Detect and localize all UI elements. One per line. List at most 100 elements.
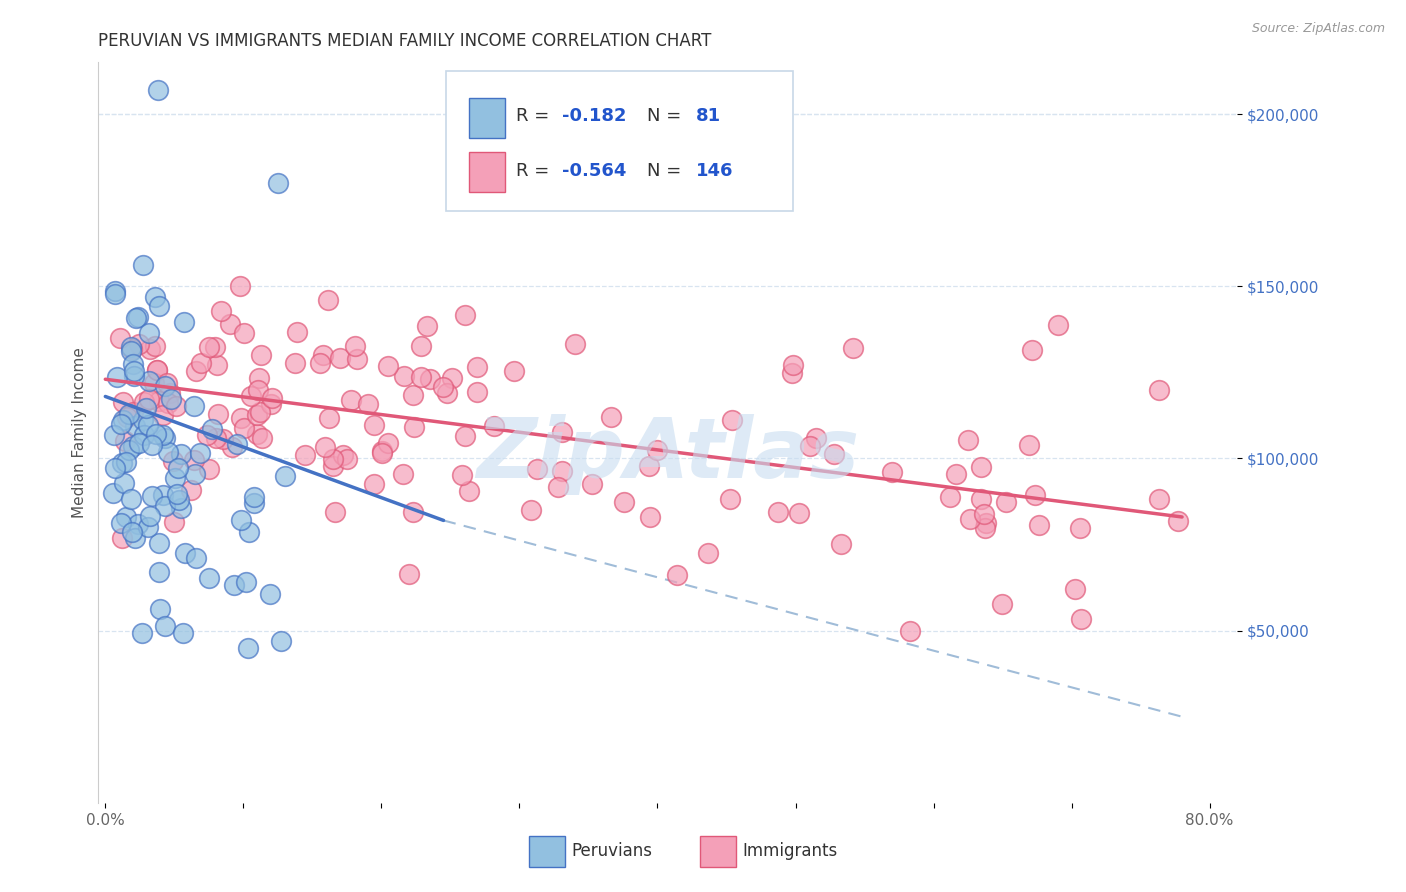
Point <box>766 505 789 519</box>
Point <box>697 546 720 560</box>
Point <box>149 602 172 616</box>
Point <box>1024 488 1046 502</box>
Point <box>212 432 235 446</box>
Point <box>842 341 865 355</box>
Point <box>398 567 420 582</box>
Point <box>503 364 526 378</box>
Point <box>370 444 392 458</box>
Point <box>170 500 193 515</box>
Point <box>110 417 132 432</box>
Point <box>262 391 284 405</box>
Text: ZipAtlas: ZipAtlas <box>477 414 859 495</box>
Point <box>110 516 132 531</box>
Point <box>318 410 340 425</box>
Point <box>718 492 741 507</box>
Point <box>198 571 221 585</box>
Point <box>209 304 232 318</box>
Point <box>329 351 352 365</box>
Point <box>787 506 810 520</box>
Point <box>465 385 488 400</box>
Point <box>246 409 269 423</box>
Point <box>136 418 159 433</box>
Point <box>823 447 845 461</box>
Point <box>1046 318 1069 333</box>
Point <box>645 442 668 457</box>
Point <box>270 633 292 648</box>
Point <box>1064 582 1087 596</box>
Point <box>122 368 145 383</box>
Point <box>128 436 150 450</box>
Text: N =: N = <box>647 108 688 126</box>
Point <box>138 374 160 388</box>
Point <box>221 440 243 454</box>
Point <box>323 504 346 518</box>
Point <box>229 279 252 293</box>
Point <box>180 483 202 497</box>
Point <box>152 408 174 422</box>
Point <box>145 427 167 442</box>
Point <box>409 339 432 353</box>
Point <box>250 431 273 445</box>
Point <box>114 509 136 524</box>
Point <box>222 578 245 592</box>
Point <box>665 568 688 582</box>
Point <box>159 385 181 400</box>
Point <box>167 461 190 475</box>
Point <box>197 339 219 353</box>
Point <box>1147 492 1170 507</box>
Point <box>139 508 162 523</box>
Point <box>104 284 127 298</box>
Point <box>547 480 569 494</box>
Point <box>402 388 425 402</box>
Point <box>184 550 207 565</box>
Point <box>163 471 186 485</box>
Point <box>945 467 967 482</box>
Point <box>432 380 454 394</box>
Point <box>104 286 127 301</box>
Point <box>229 411 252 425</box>
Point <box>125 310 148 325</box>
Point <box>314 440 336 454</box>
Point <box>804 431 827 445</box>
Point <box>259 397 281 411</box>
Point <box>114 434 136 448</box>
Point <box>336 452 359 467</box>
Point <box>404 420 426 434</box>
FancyBboxPatch shape <box>700 836 737 867</box>
Point <box>1028 518 1050 533</box>
Point <box>117 409 139 424</box>
Text: R =: R = <box>516 108 555 126</box>
Point <box>363 417 385 432</box>
Point <box>111 531 134 545</box>
Point <box>233 421 256 435</box>
Point <box>127 310 149 324</box>
Point <box>121 357 143 371</box>
Point <box>465 360 488 375</box>
Point <box>238 640 260 655</box>
Point <box>105 370 128 384</box>
Point <box>581 476 603 491</box>
Point <box>205 358 228 372</box>
Point <box>146 363 169 377</box>
Point <box>103 428 125 442</box>
Text: N =: N = <box>647 162 688 180</box>
Point <box>882 465 904 479</box>
Point <box>898 624 921 638</box>
Point <box>247 371 270 385</box>
Point <box>377 435 399 450</box>
Point <box>482 419 505 434</box>
Point <box>169 447 191 461</box>
Point <box>132 394 155 409</box>
Point <box>219 317 242 331</box>
Point <box>163 515 186 529</box>
Point <box>174 546 197 560</box>
Point <box>344 339 367 353</box>
Text: Immigrants: Immigrants <box>742 842 837 860</box>
Point <box>138 519 160 533</box>
Point <box>132 428 155 442</box>
Point <box>457 483 479 498</box>
Point <box>939 491 962 505</box>
Point <box>111 456 134 470</box>
Point <box>142 376 165 390</box>
Point <box>243 496 266 510</box>
